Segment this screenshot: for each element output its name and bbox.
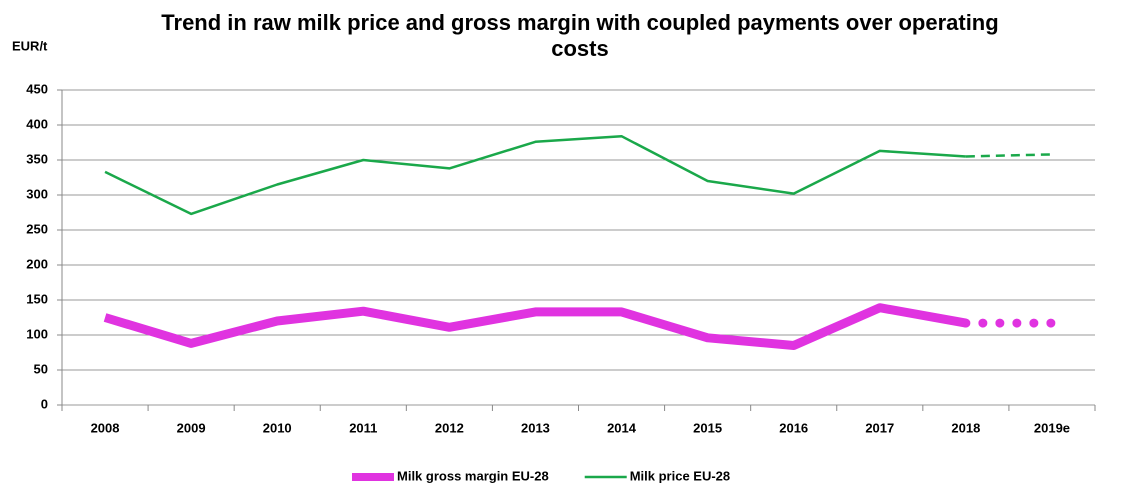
x-tick-label: 2017 — [865, 420, 894, 435]
x-tick-label: 2013 — [521, 420, 550, 435]
series-line — [104, 134, 966, 216]
chart-title: Trend in raw milk price and gross margin… — [161, 10, 999, 61]
x-tick-label: 2014 — [607, 420, 637, 435]
y-tick-label: 200 — [26, 256, 48, 271]
x-tick-label: 2015 — [693, 420, 722, 435]
estimate-line — [965, 153, 1052, 158]
y-tick-label: 250 — [26, 221, 48, 236]
x-tick-label: 2008 — [91, 420, 120, 435]
x-tick-label: 2010 — [263, 420, 292, 435]
legend-label: Milk gross margin EU-28 — [397, 468, 549, 483]
y-tick-label: 450 — [26, 81, 48, 96]
x-tick-label: 2018 — [951, 420, 980, 435]
y-tick-label: 0 — [41, 396, 48, 411]
y-tick-label: 400 — [26, 116, 48, 131]
x-tick-label: 2019e — [1034, 420, 1070, 435]
x-tick-label: 2012 — [435, 420, 464, 435]
y-tick-label: 300 — [26, 186, 48, 201]
y-tick-label: 100 — [26, 326, 48, 341]
y-tick-label: 50 — [34, 361, 48, 376]
x-tick-label: 2011 — [349, 420, 377, 435]
x-tick-label: 2016 — [779, 420, 808, 435]
y-axis-label: EUR/t — [12, 38, 48, 53]
y-tick-label: 150 — [26, 291, 48, 306]
series-line — [103, 303, 967, 350]
legend-label: Milk price EU-28 — [630, 468, 730, 483]
x-tick-label: 2009 — [177, 420, 206, 435]
y-tick-label: 350 — [26, 151, 48, 166]
